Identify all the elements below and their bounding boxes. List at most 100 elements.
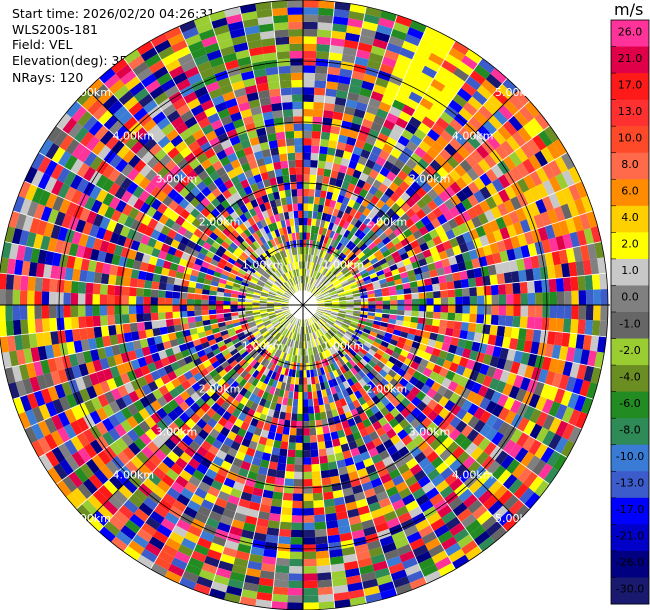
gate — [157, 135, 171, 149]
gate — [100, 325, 110, 337]
gate — [326, 237, 333, 246]
gate — [347, 275, 355, 282]
gate — [176, 493, 191, 507]
gate — [455, 202, 467, 215]
ray-111 — [164, 26, 298, 293]
gate — [367, 308, 376, 313]
gate — [184, 66, 200, 79]
gate — [586, 210, 598, 228]
gate — [448, 255, 458, 266]
gate — [56, 317, 65, 331]
gate — [267, 267, 274, 275]
gate — [571, 290, 579, 305]
gate — [445, 369, 456, 381]
gate — [453, 528, 470, 543]
gate — [475, 323, 484, 334]
gate — [236, 331, 245, 338]
gate — [303, 65, 316, 73]
gate — [169, 338, 179, 348]
gate — [227, 327, 236, 334]
gate — [108, 79, 125, 95]
gate — [448, 168, 462, 182]
gate — [121, 394, 134, 407]
gate — [500, 454, 515, 470]
ray-12 — [302, 58, 495, 306]
gate — [336, 391, 345, 400]
gate — [111, 344, 121, 356]
gate — [271, 102, 283, 112]
gate — [448, 297, 456, 305]
gate — [330, 313, 338, 319]
gate — [109, 365, 120, 378]
gate — [410, 316, 419, 324]
gate — [328, 263, 335, 272]
gate — [499, 250, 509, 263]
gate — [533, 213, 545, 229]
gate — [288, 211, 294, 219]
gate — [88, 372, 100, 386]
gate — [177, 52, 194, 66]
gate — [381, 291, 390, 297]
gate — [204, 42, 220, 55]
gate — [564, 290, 572, 305]
gate — [350, 225, 359, 235]
gate — [548, 401, 561, 418]
gate — [265, 125, 276, 135]
gate — [43, 264, 52, 279]
gate — [280, 285, 287, 292]
gate — [194, 293, 202, 300]
gate — [568, 261, 578, 277]
gate — [346, 302, 354, 305]
gate — [215, 449, 228, 461]
gate — [258, 187, 268, 197]
gate — [353, 331, 362, 338]
gate — [207, 222, 217, 232]
gate — [102, 262, 112, 275]
gate — [36, 374, 48, 391]
gate — [426, 512, 442, 526]
gate — [383, 549, 400, 561]
gate — [451, 445, 465, 460]
gate — [489, 242, 500, 255]
gate — [332, 324, 340, 331]
gate — [141, 214, 153, 226]
gate — [128, 206, 140, 220]
gate — [53, 129, 68, 147]
gate — [444, 53, 462, 68]
gate — [0, 273, 7, 290]
gate — [461, 399, 473, 412]
gate — [187, 140, 201, 153]
gate — [458, 242, 469, 254]
gate — [338, 263, 347, 271]
gate — [382, 479, 396, 491]
gate — [252, 302, 260, 305]
gate — [287, 159, 296, 168]
gate — [276, 550, 291, 559]
gate — [452, 328, 461, 339]
gate — [262, 287, 270, 292]
gate — [176, 439, 189, 452]
gate — [516, 417, 530, 433]
gate — [478, 342, 488, 354]
gate — [551, 372, 563, 389]
gate — [356, 325, 365, 332]
gate — [206, 49, 223, 61]
gate — [248, 501, 261, 511]
gate — [111, 536, 128, 552]
gate — [485, 400, 498, 414]
gate — [354, 275, 363, 282]
gate — [365, 265, 375, 273]
gate — [455, 305, 463, 314]
gate — [76, 177, 90, 193]
gate — [303, 188, 310, 197]
gate — [325, 331, 333, 339]
gate — [197, 505, 212, 518]
gate — [303, 94, 315, 102]
gate — [340, 157, 351, 167]
gate — [126, 228, 138, 240]
gate — [435, 374, 446, 385]
gate — [316, 167, 325, 176]
gate — [118, 110, 133, 126]
gate — [269, 275, 277, 283]
gate — [161, 52, 178, 67]
